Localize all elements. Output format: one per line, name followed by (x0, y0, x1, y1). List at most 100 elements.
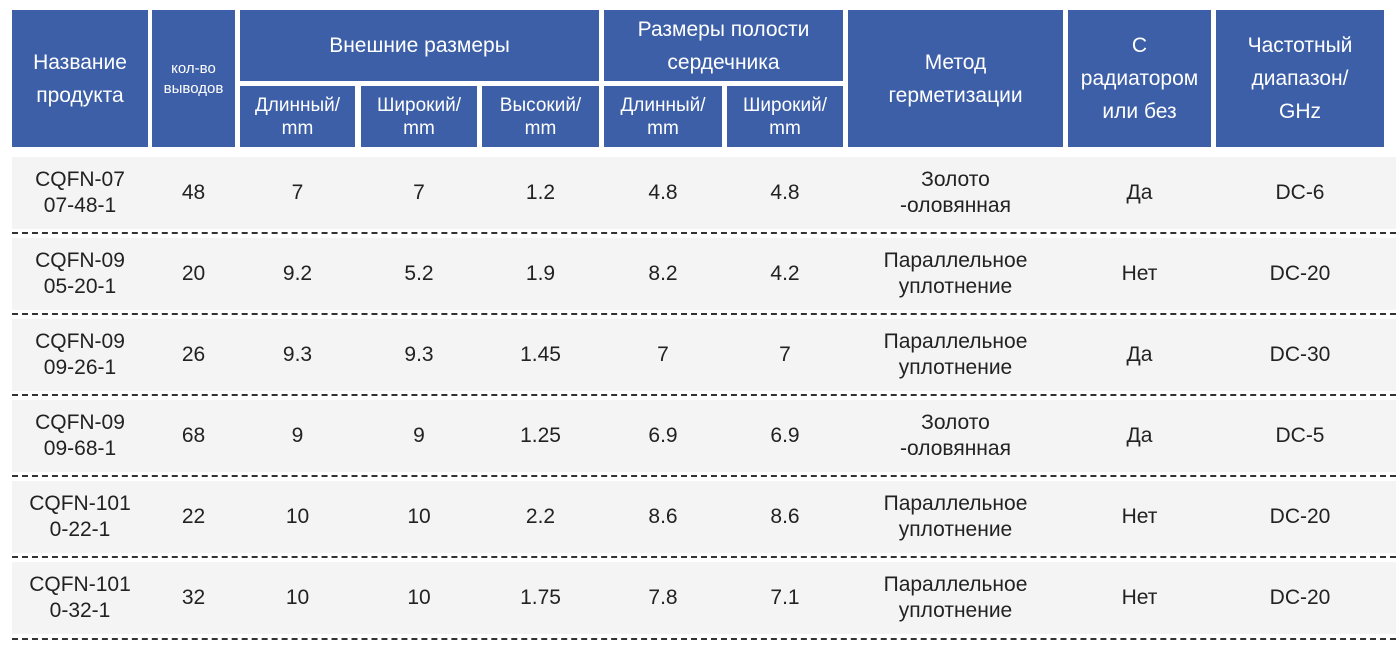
cell-product-name: CQFN-09 09-68-1 (12, 400, 148, 472)
sealing-method-text: Параллельное уплотнение (883, 573, 1028, 622)
cell-product-name: CQFN-09 05-20-1 (12, 238, 148, 310)
header-cavity-width-label: Широкий/ mm (743, 94, 827, 139)
cell-outer-length: 10 (240, 481, 355, 553)
pin-count-text: 48 (181, 181, 206, 204)
outer-width-text: 9 (413, 424, 425, 447)
table-row (12, 238, 1396, 310)
frequency-range-text: DC-30 (1269, 343, 1331, 366)
product-name-text: CQFN-09 09-26-1 (35, 330, 125, 379)
cell-outer-height: 2.2 (482, 481, 599, 553)
frequency-range-text: DC-20 (1269, 586, 1331, 609)
header-cavity-length: Длинный/ mm (604, 86, 722, 147)
cell-outer-width: 10 (361, 481, 477, 553)
cell-frequency-range: DC-5 (1216, 400, 1384, 472)
header-pin-count-label: кол-во выводов (163, 59, 224, 97)
cell-cavity-width: 4.8 (727, 157, 843, 229)
cell-heatsink: Да (1068, 400, 1211, 472)
table-row (12, 481, 1396, 553)
cell-product-name: CQFN-09 09-26-1 (12, 319, 148, 391)
cell-frequency-range: DC-30 (1216, 319, 1384, 391)
header-outer-width-label: Широкий/ mm (377, 94, 461, 139)
outer-height-text: 1.9 (525, 262, 556, 285)
frequency-range-text: DC-6 (1275, 181, 1325, 204)
cell-sealing-method: Параллельное уплотнение (848, 481, 1063, 553)
outer-width-text: 10 (407, 586, 431, 609)
outer-length-text: 9.3 (282, 343, 313, 366)
cell-frequency-range: DC-20 (1216, 238, 1384, 310)
outer-length-text: 10 (285, 505, 310, 528)
cell-pin-count: 26 (152, 319, 235, 391)
cavity-width-text: 6.9 (770, 424, 800, 447)
cavity-width-text: 4.8 (770, 181, 800, 204)
outer-length-text: 9 (291, 424, 304, 447)
outer-height-text: 2.2 (525, 505, 556, 528)
header-sealing-method-label: Метод герметизации (888, 50, 1023, 107)
sealing-method-text: Золото -оловянная (900, 168, 1011, 217)
sealing-method-text: Золото -оловянная (900, 411, 1011, 460)
header-heatsink-label: С радиатором или без (1080, 34, 1199, 123)
cell-outer-height: 1.25 (482, 400, 599, 472)
frequency-range-text: DC-5 (1275, 424, 1325, 447)
cell-pin-count: 22 (152, 481, 235, 553)
table-row (12, 562, 1396, 634)
cell-outer-width: 10 (361, 562, 477, 634)
cell-cavity-length: 8.6 (604, 481, 722, 553)
product-name-text: CQFN-101 0-32-1 (29, 573, 131, 622)
pin-count-text: 68 (181, 424, 206, 447)
outer-height-text: 1.45 (520, 343, 561, 366)
pin-count-text: 20 (181, 262, 206, 285)
header-cavity-length-label: Длинный/ mm (620, 94, 706, 139)
cavity-length-text: 8.2 (648, 262, 678, 285)
pin-count-text: 32 (181, 586, 206, 609)
table-row (12, 319, 1396, 391)
outer-height-text: 1.2 (525, 181, 556, 204)
cell-sealing-method: Параллельное уплотнение (848, 562, 1063, 634)
cell-cavity-width: 7 (727, 319, 843, 391)
header-outer-width: Широкий/ mm (361, 86, 477, 147)
cell-outer-length: 10 (240, 562, 355, 634)
header-product-name-label: Название продукта (33, 50, 127, 107)
table-row (12, 400, 1396, 472)
cavity-width-text: 7 (779, 343, 791, 366)
cell-outer-height: 1.75 (482, 562, 599, 634)
cell-frequency-range: DC-20 (1216, 481, 1384, 553)
cavity-length-text: 8.6 (648, 505, 678, 528)
row-divider (12, 475, 1396, 477)
pin-count-text: 22 (181, 505, 206, 528)
header-outer-length-label: Длинный/ mm (254, 94, 341, 139)
cell-cavity-length: 6.9 (604, 400, 722, 472)
header-sealing-method: Метод герметизации (848, 10, 1063, 147)
outer-width-text: 5.2 (404, 262, 434, 285)
header-product-name: Название продукта (12, 10, 148, 147)
header-outer-length: Длинный/ mm (240, 86, 355, 147)
cell-heatsink: Да (1068, 319, 1211, 391)
cell-outer-width: 9.3 (361, 319, 477, 391)
cell-outer-width: 7 (361, 157, 477, 229)
cell-outer-length: 7 (240, 157, 355, 229)
cell-cavity-width: 7.1 (727, 562, 843, 634)
cell-cavity-width: 6.9 (727, 400, 843, 472)
cell-product-name: CQFN-101 0-22-1 (12, 481, 148, 553)
cell-heatsink: Да (1068, 157, 1211, 229)
product-name-text: CQFN-07 07-48-1 (35, 168, 125, 217)
cell-pin-count: 20 (152, 238, 235, 310)
cell-sealing-method: Золото -оловянная (848, 400, 1063, 472)
header-outer-dimensions: Внешние размеры (240, 10, 599, 81)
outer-height-text: 1.75 (520, 586, 561, 609)
frequency-range-text: DC-20 (1269, 505, 1331, 528)
cavity-length-text: 7.8 (648, 586, 678, 609)
cell-frequency-range: DC-6 (1216, 157, 1384, 229)
row-divider (12, 232, 1396, 234)
heatsink-text: Нет (1121, 586, 1158, 609)
cavity-length-text: 6.9 (648, 424, 678, 447)
header-cavity-dimensions: Размеры полости сердечника (604, 10, 843, 81)
header-cavity-dimensions-label: Размеры полости сердечника (637, 17, 810, 74)
outer-width-text: 7 (413, 181, 425, 204)
heatsink-text: Нет (1121, 262, 1158, 285)
outer-length-text: 10 (285, 586, 310, 609)
header-pin-count: кол-во выводов (152, 10, 235, 147)
cell-pin-count: 68 (152, 400, 235, 472)
row-divider (12, 313, 1396, 315)
cell-sealing-method: Параллельное уплотнение (848, 238, 1063, 310)
